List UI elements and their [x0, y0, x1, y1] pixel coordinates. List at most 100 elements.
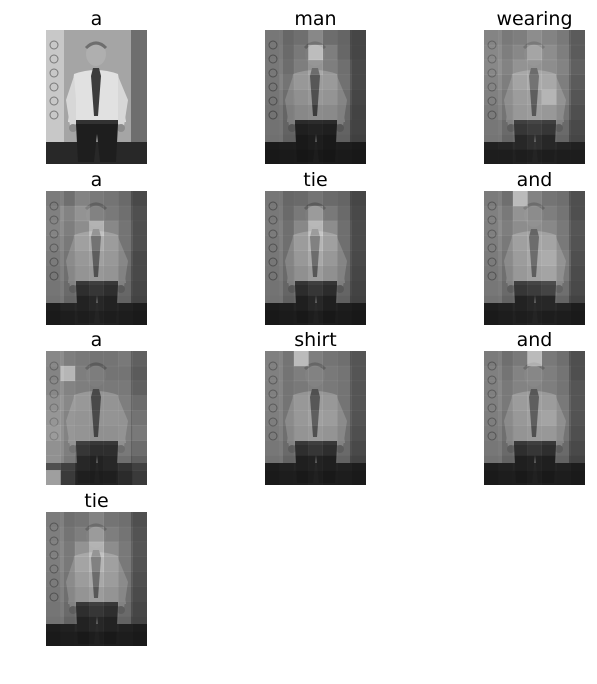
attention-cell: [484, 205, 499, 222]
panel-word: and: [516, 169, 553, 191]
attention-cell: [484, 365, 499, 382]
attention-cell: [103, 220, 119, 236]
attention-cell: [323, 149, 338, 164]
attention-cell: [294, 310, 309, 325]
attention-cell: [323, 134, 338, 149]
attention-cell: [74, 365, 90, 382]
attention-cell: [89, 586, 105, 602]
attention-cell: [293, 280, 309, 296]
attention-cell: [570, 235, 585, 251]
attention-cell: [498, 191, 514, 207]
attention-cell: [512, 440, 528, 456]
attention-cell: [308, 149, 323, 164]
attention-cell: [103, 351, 119, 367]
attention-cell: [322, 395, 338, 411]
attention-cell: [74, 265, 90, 281]
attention-cell: [46, 571, 61, 587]
attention-cell: [132, 395, 147, 411]
attention-cell: [570, 440, 585, 456]
attention-cell: [293, 250, 309, 266]
attention-cell: [512, 455, 528, 471]
attention-cell: [541, 30, 557, 46]
attention-cell: [541, 205, 557, 222]
attention-cell: [556, 455, 571, 471]
attention-cell: [46, 586, 61, 602]
attention-cell: [556, 119, 571, 135]
attention-cell: [74, 440, 90, 456]
attention-cell: [308, 30, 324, 46]
attention-cell: [279, 280, 295, 296]
attention-cell: [351, 395, 366, 411]
attention-cell: [308, 44, 324, 61]
attention-cell: [103, 512, 119, 528]
attention-cell: [484, 119, 499, 135]
attention-cell: [118, 616, 133, 632]
attention-panel: tie: [46, 490, 147, 646]
attention-cell: [74, 586, 90, 602]
attention-cell: [570, 134, 585, 150]
attention-cell: [498, 280, 514, 296]
attention-cell: [322, 205, 338, 222]
attention-cell: [279, 295, 294, 310]
attention-cell: [527, 89, 543, 105]
attention-cell: [541, 425, 557, 441]
attention-cell: [556, 74, 571, 90]
attention-cell: [527, 134, 543, 150]
attention-cell: [74, 455, 90, 471]
attention-overlay: [484, 351, 585, 485]
attention-cell: [89, 280, 105, 296]
attention-cell: [556, 470, 571, 485]
attention-cell: [118, 455, 133, 471]
attention-cell: [337, 74, 352, 90]
attention-cell: [484, 149, 499, 164]
attention-cell: [571, 149, 585, 164]
attention-cell: [351, 59, 366, 75]
attention-cell: [118, 541, 133, 557]
attention-cell: [118, 571, 133, 587]
attention-cell: [337, 191, 352, 207]
attention-cell: [351, 30, 366, 46]
attention-cell: [46, 265, 61, 281]
attention-cell: [337, 295, 352, 310]
attention-cell: [132, 601, 147, 617]
attention-cell: [571, 455, 585, 470]
attention-cell: [308, 455, 324, 471]
attention-cell: [556, 310, 571, 325]
attention-cell: [60, 205, 76, 222]
attention-cell: [512, 119, 528, 135]
attention-cell: [541, 104, 557, 120]
attention-cell: [322, 74, 338, 90]
attention-cell: [541, 119, 557, 135]
attention-cell: [498, 380, 514, 396]
attention-cell: [527, 191, 543, 207]
attention-cell: [541, 89, 557, 105]
attention-cell: [322, 250, 338, 266]
attention-cell: [308, 351, 324, 367]
attention-cell: [351, 205, 366, 222]
attention-cell: [570, 265, 585, 281]
attention-cell: [351, 365, 366, 382]
attention-cell: [118, 526, 133, 543]
attention-cell: [527, 265, 543, 281]
attention-cell: [541, 134, 557, 150]
photo: [484, 30, 585, 164]
attention-cell: [103, 440, 119, 456]
attention-cell: [118, 395, 133, 411]
attention-cell: [89, 235, 105, 251]
attention-cell: [541, 380, 557, 396]
attention-cell: [351, 351, 366, 367]
attention-cell: [265, 455, 280, 470]
attention-cell: [103, 310, 119, 325]
panel-word: a: [90, 169, 103, 191]
attention-cell: [293, 119, 309, 135]
attention-cell: [89, 395, 105, 411]
attention-cell: [322, 380, 338, 396]
attention-cell: [103, 295, 119, 311]
attention-cell: [60, 235, 76, 251]
attention-cell: [498, 30, 514, 46]
attention-cell: [118, 586, 133, 602]
attention-cell: [265, 395, 280, 411]
attention-cell: [74, 310, 90, 325]
attention-cell: [541, 455, 557, 471]
attention-cell: [118, 235, 133, 251]
